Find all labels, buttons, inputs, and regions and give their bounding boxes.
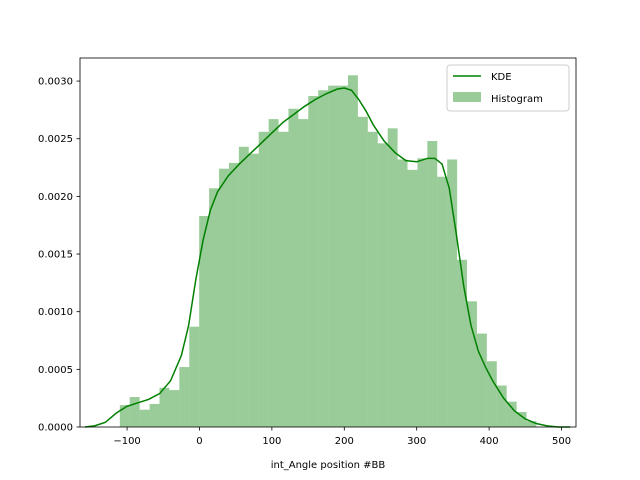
y-tick-label: 0.0005: [38, 365, 73, 376]
histogram-bar: [258, 131, 269, 428]
histogram-bar: [308, 96, 319, 428]
legend-kde-label: KDE: [491, 72, 512, 83]
x-tick-label: 400: [480, 436, 499, 447]
histogram-bar: [437, 176, 448, 427]
histogram-bar: [149, 403, 160, 427]
x-tick-label: 300: [407, 436, 426, 447]
histogram-bar: [298, 119, 309, 428]
histogram-bar: [347, 75, 358, 428]
kde-line: [84, 87, 571, 428]
histogram-bar: [407, 169, 418, 427]
histogram-bar: [169, 390, 180, 427]
histogram-bar: [238, 146, 249, 428]
histogram-bar: [189, 326, 200, 427]
histogram-bar: [338, 85, 348, 428]
histogram-bar: [496, 385, 507, 427]
histogram-bar: [447, 159, 458, 428]
legend: KDE Histogram: [446, 64, 570, 112]
histogram-bar: [328, 85, 339, 428]
histogram-bar: [506, 401, 517, 427]
histogram-bar: [357, 116, 368, 427]
y-tick-label: 0.0030: [38, 77, 73, 88]
y-tick-label: 0.0015: [38, 250, 73, 261]
histogram-bar: [228, 162, 239, 427]
histogram-bar: [219, 168, 229, 427]
histogram-bar: [377, 143, 388, 427]
histogram-bar: [457, 259, 468, 427]
histogram-bar: [119, 405, 130, 427]
histogram-bar: [199, 215, 210, 427]
histogram-bar: [526, 421, 537, 427]
histogram-bar: [387, 128, 398, 427]
histogram-bar: [367, 131, 378, 428]
histogram-bar: [427, 141, 438, 427]
y-tick-label: 0.0025: [38, 134, 73, 145]
x-tick-label: −100: [113, 436, 140, 447]
x-tick-label: 0: [196, 436, 202, 447]
legend-histogram-label: Histogram: [491, 94, 543, 105]
y-tick-label: 0.0000: [38, 423, 73, 434]
y-tick-label: 0.0020: [38, 192, 73, 203]
histogram-bars: [119, 75, 537, 428]
histogram-bar: [139, 409, 150, 427]
histogram-bar: [417, 158, 428, 427]
histogram-bar: [467, 301, 477, 427]
histogram-bar: [248, 153, 259, 427]
x-tick-label: 500: [552, 436, 571, 447]
histogram-bar: [209, 188, 220, 427]
legend-histogram-swatch: [453, 92, 481, 102]
x-axis-ticks: −100 0 100 200 300 400 500: [113, 427, 571, 447]
y-tick-label: 0.0010: [38, 307, 73, 318]
histogram-bar: [278, 131, 289, 428]
x-tick-label: 100: [262, 436, 281, 447]
histogram-bar: [476, 333, 487, 427]
y-axis-ticks: 0.0000 0.0005 0.0010 0.0015 0.0020 0.0025 0.00…: [38, 77, 80, 434]
histogram-bar: [179, 367, 190, 427]
histogram-bar: [288, 108, 299, 428]
plot-frame: [79, 57, 577, 428]
histogram-bar: [129, 397, 140, 427]
histogram-bar: [318, 90, 329, 427]
x-tick-label: 200: [335, 436, 354, 447]
x-axis-label: int_Angle position #BB: [271, 460, 386, 471]
histogram-bar: [159, 387, 170, 427]
histogram-bar: [486, 361, 497, 427]
histogram-bar: [397, 159, 408, 428]
histogram-bar: [268, 119, 279, 428]
histogram-bar: [516, 412, 527, 427]
